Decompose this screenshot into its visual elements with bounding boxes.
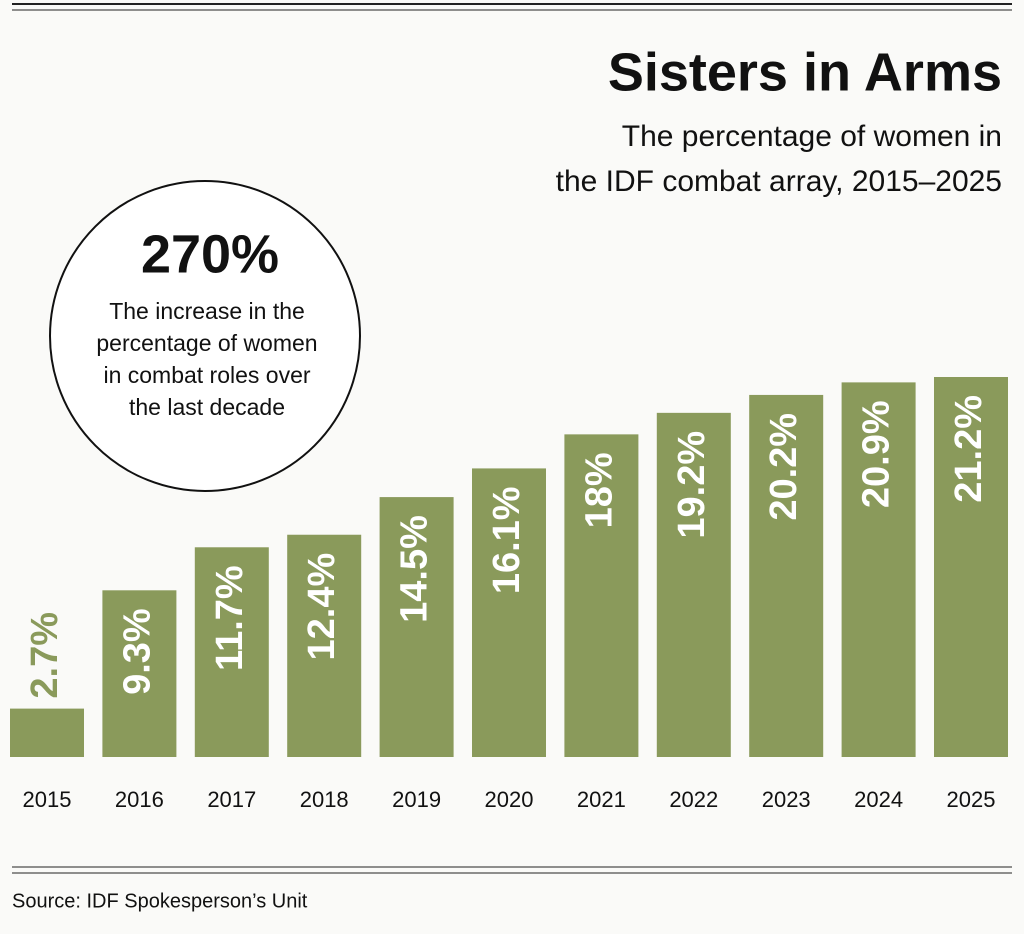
value-label: 14.5% [394, 515, 436, 623]
x-tick-label: 2022 [669, 787, 718, 812]
x-tick-label: 2019 [392, 787, 441, 812]
subtitle: The percentage of women in [622, 120, 1002, 153]
callout-text: The increase in the [109, 298, 305, 324]
callout-text: the last decade [129, 394, 285, 420]
x-tick-label: 2017 [207, 787, 256, 812]
value-label: 21.2% [948, 395, 990, 503]
bar [194, 547, 269, 757]
x-tick-label: 2015 [23, 787, 72, 812]
value-label: 20.2% [763, 413, 805, 521]
value-label: 16.1% [486, 486, 528, 594]
value-label: 11.7% [209, 565, 251, 671]
x-tick-label: 2024 [854, 787, 903, 812]
bar [102, 590, 177, 757]
value-label: 2.7% [24, 612, 66, 699]
bar [287, 534, 362, 757]
bar [472, 468, 546, 757]
source: Source: IDF Spokesperson’s Unit [12, 890, 308, 912]
x-tick-label: 2020 [485, 787, 534, 812]
bar [379, 497, 454, 757]
bar [564, 434, 639, 757]
callout-circle [49, 180, 361, 492]
bar [934, 377, 1008, 757]
bar [656, 412, 731, 757]
chart-title: Sisters in Arms [608, 42, 1002, 102]
value-label: 20.9% [856, 400, 898, 508]
callout-text: in combat roles over [103, 362, 310, 388]
callout-text: percentage of women [96, 330, 317, 356]
bar [10, 708, 84, 757]
value-label: 12.4% [301, 553, 343, 661]
x-tick-label: 2021 [577, 787, 626, 812]
value-label: 9.3% [116, 608, 158, 695]
subtitle: the IDF combat array, 2015–2025 [556, 165, 1002, 198]
value-label: 18% [578, 452, 620, 528]
x-tick-label: 2025 [947, 787, 996, 812]
x-tick-label: 2018 [300, 787, 349, 812]
x-tick-label: 2023 [762, 787, 811, 812]
bar [841, 382, 916, 757]
callout-headline: 270% [141, 224, 279, 284]
x-tick-label: 2016 [115, 787, 164, 812]
bar [749, 394, 824, 757]
value-label: 19.2% [671, 431, 713, 539]
